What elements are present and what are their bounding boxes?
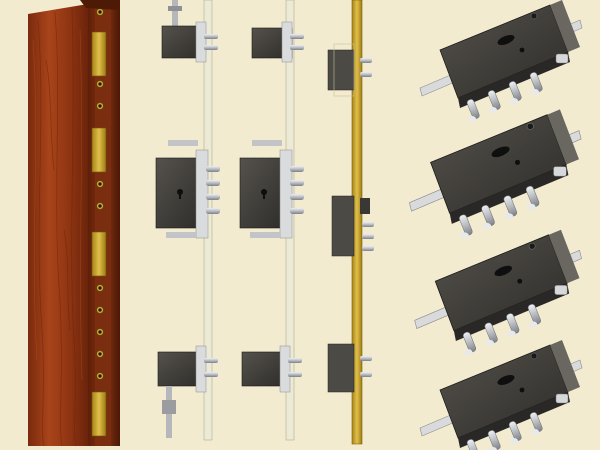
brass-multipoint-strip bbox=[327, 0, 374, 445]
lock-case-3 bbox=[414, 229, 583, 356]
lock-case-1 bbox=[419, 0, 583, 123]
hinge-brass bbox=[91, 31, 107, 437]
multipoint-strip-1 bbox=[155, 0, 220, 441]
multipoint-strip-2 bbox=[239, 0, 304, 441]
door-edge bbox=[28, 0, 120, 447]
lock-case-2 bbox=[408, 108, 582, 240]
lock-case-4 bbox=[419, 339, 583, 450]
